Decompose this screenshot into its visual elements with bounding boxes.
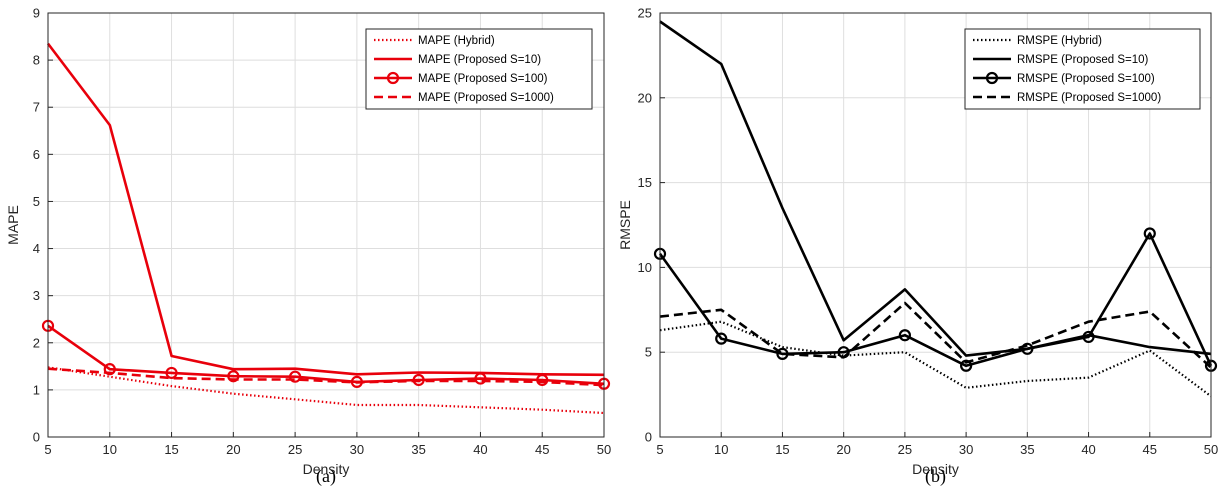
y-tick-label: 10 <box>638 260 652 275</box>
legend-box <box>365 28 593 110</box>
y-tick-label: 9 <box>33 6 40 21</box>
legend-entry-label: RMSPE (Proposed S=1000) <box>1017 92 1161 104</box>
series-line-3 <box>659 301 1212 369</box>
legend: MAPE (Hybrid) MAPE (Proposed S=10) MAPE (P… <box>365 28 593 110</box>
axes-frame <box>47 12 605 438</box>
y-tick-label: 5 <box>645 345 652 360</box>
series-line-1 <box>659 20 1212 357</box>
y-tick-label: 0 <box>33 430 40 445</box>
y-tick-label: 2 <box>33 335 40 350</box>
x-tick-label: 40 <box>1081 442 1095 457</box>
x-tick-label: 20 <box>836 442 850 457</box>
x-tick-label: 30 <box>959 442 973 457</box>
legend-entry-label: RMSPE (Proposed S=10) <box>1017 54 1149 66</box>
x-tick-label: 25 <box>288 442 302 457</box>
legend-marker <box>386 71 400 85</box>
x-tick-label: 10 <box>103 442 117 457</box>
panel-caption: (a) <box>316 466 336 487</box>
series-line-3 <box>47 367 605 387</box>
data-point <box>227 370 240 383</box>
legend-entry-label: MAPE (Proposed S=1000) <box>418 92 554 104</box>
x-tick-label: 45 <box>1143 442 1157 457</box>
data-point <box>536 373 549 387</box>
y-axis-label: RMSPE <box>617 200 633 250</box>
y-tick-label: 1 <box>33 382 40 397</box>
y-tick-label: 3 <box>33 288 40 303</box>
legend-marker <box>985 71 999 85</box>
y-axis-label: MAPE <box>5 205 21 245</box>
data-point <box>1082 330 1095 344</box>
x-tick-label: 15 <box>164 442 178 457</box>
x-tick-label: 50 <box>597 442 611 457</box>
data-point <box>1021 342 1034 355</box>
x-tick-label: 5 <box>44 442 51 457</box>
x-tick-label: 15 <box>775 442 789 457</box>
legend-entry-label: RMSPE (Hybrid) <box>1017 35 1102 47</box>
x-axis-label: Density <box>303 461 350 477</box>
data-point <box>165 366 178 380</box>
x-tick-label: 25 <box>898 442 912 457</box>
legend-entry-label: MAPE (Proposed S=10) <box>418 54 541 66</box>
series-line-2 <box>47 324 605 386</box>
x-tick-label: 30 <box>350 442 364 457</box>
chart-panel-1: 5 10 15 20 25 30 35 40 45 500510152025DensityRMSP… <box>617 6 1218 488</box>
y-tick-label: 7 <box>33 100 40 115</box>
legend-entry-label: RMSPE (Proposed S=100) <box>1017 73 1155 85</box>
series-line-2 <box>658 232 1213 368</box>
x-tick-label: 20 <box>226 442 240 457</box>
data-point <box>289 370 302 383</box>
y-tick-label: 4 <box>33 241 40 256</box>
data-point <box>715 332 728 345</box>
chart-panel-0: 5 10 15 20 25 30 35 40 45 500123456789DensityMAPE… <box>5 6 611 488</box>
data-point <box>898 329 911 342</box>
x-tick-label: 35 <box>411 442 425 457</box>
legend-entry-label: MAPE (Hybrid) <box>418 35 495 47</box>
x-tick-label: 5 <box>656 442 663 457</box>
y-tick-label: 8 <box>33 53 40 68</box>
series-line-0 <box>47 366 605 415</box>
data-point <box>474 372 487 385</box>
y-tick-label: 6 <box>33 147 40 162</box>
y-tick-label: 15 <box>638 175 652 190</box>
x-tick-label: 10 <box>714 442 728 457</box>
y-tick-label: 20 <box>638 90 652 105</box>
x-tick-label: 45 <box>535 442 549 457</box>
axes-frame <box>659 12 1212 438</box>
y-tick-label: 5 <box>33 194 40 209</box>
panel-caption: (b) <box>925 466 946 487</box>
legend-box <box>964 28 1201 110</box>
x-tick-label: 35 <box>1020 442 1034 457</box>
x-axis-label: Density <box>912 461 959 477</box>
data-point <box>1143 227 1156 240</box>
legend-entry-label: MAPE (Proposed S=100) <box>418 73 548 85</box>
y-tick-label: 0 <box>645 430 652 445</box>
x-tick-label: 40 <box>473 442 487 457</box>
x-tick-label: 50 <box>1204 442 1218 457</box>
legend: RMSPE (Hybrid) RMSPE (Proposed S=10) RMSPE… <box>964 28 1201 110</box>
series-line-1 <box>46 42 605 377</box>
y-tick-label: 25 <box>638 6 652 21</box>
